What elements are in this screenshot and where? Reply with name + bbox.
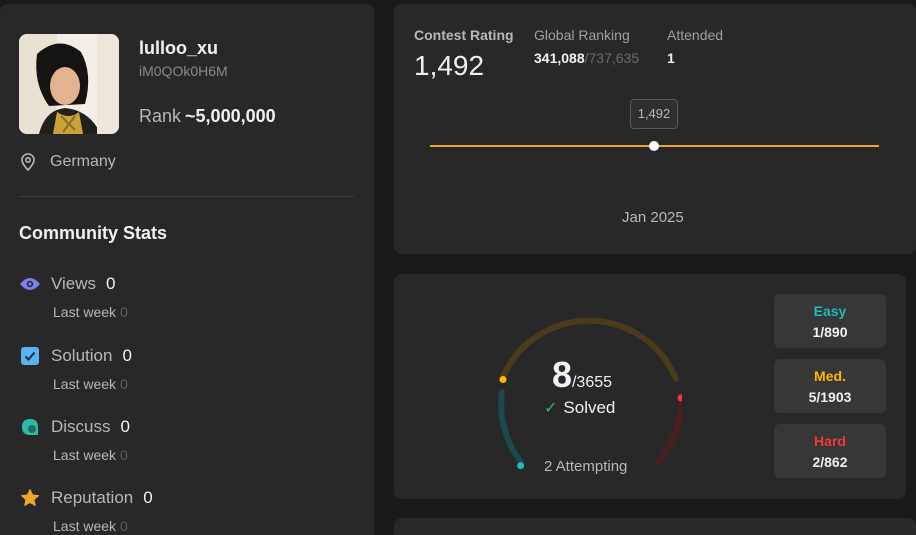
contest-rating-card: Contest Rating 1,492 Global Ranking 341,…	[394, 4, 916, 254]
solution-check-icon	[19, 345, 41, 367]
last-week-label: Last week	[53, 518, 117, 534]
stat-last-week: Last week 0	[53, 447, 130, 463]
difficulty-easy[interactable]: Easy 1/890	[774, 294, 886, 348]
rating-date-label: Jan 2025	[622, 209, 684, 226]
last-week-label: Last week	[53, 447, 117, 463]
difficulty-value: 5/1903	[808, 389, 852, 405]
stat-last-week: Last week 0	[53, 304, 128, 320]
username: lulloo_xu	[139, 38, 219, 58]
hard-arc	[653, 393, 682, 467]
solved-progress-ring[interactable]	[482, 296, 682, 496]
community-stats-title: Community Stats	[19, 223, 168, 243]
avatar-photo	[19, 34, 119, 134]
profile-card: lulloo_xu iM0QOk0H6M Rank ~5,000,000 Germ…	[0, 4, 374, 535]
location: Germany	[20, 153, 116, 171]
stat-value: 0	[122, 346, 132, 365]
stat-last-week: Last week 0	[53, 376, 132, 392]
global-ranking-value: 341,088/737,635	[534, 50, 639, 66]
rank: Rank ~5,000,000	[139, 106, 276, 127]
rating-point[interactable]	[649, 141, 659, 151]
global-rank: 341,088	[534, 50, 585, 66]
stat-views: Views 0 Last week 0	[19, 272, 128, 320]
location-pin-icon	[21, 153, 35, 171]
difficulty-value: 2/862	[812, 454, 848, 470]
avatar[interactable]	[19, 34, 119, 134]
last-week-value: 0	[120, 518, 128, 534]
difficulty-value: 1/890	[812, 324, 848, 340]
easy-arc	[498, 389, 524, 465]
solved-label: ✓ Solved	[544, 398, 615, 418]
stat-label: Views	[51, 274, 97, 293]
hard-progress-dot	[677, 394, 682, 402]
attended-value: 1	[667, 50, 675, 66]
discuss-bubble-icon	[19, 416, 41, 438]
next-card	[394, 518, 916, 535]
attended-label: Attended	[667, 27, 724, 43]
easy-progress-dot	[517, 462, 525, 470]
global-ranking-label: Global Ranking	[534, 27, 630, 43]
stat-label: Discuss	[51, 417, 111, 436]
stat-label: Solution	[51, 346, 113, 365]
difficulty-hard[interactable]: Hard 2/862	[774, 424, 886, 478]
last-week-label: Last week	[53, 376, 117, 392]
global-total: /737,635	[584, 50, 640, 66]
difficulty-label: Med.	[814, 368, 846, 384]
last-week-value: 0	[120, 304, 128, 320]
rank-label: Rank	[139, 106, 182, 126]
star-icon	[19, 487, 41, 509]
rank-value: ~5,000,000	[185, 106, 276, 126]
stat-value: 0	[106, 274, 116, 293]
last-week-value: 0	[120, 447, 128, 463]
medium-progress-dot	[499, 376, 507, 383]
stat-value: 0	[120, 417, 130, 436]
divider	[19, 196, 354, 197]
last-week-label: Last week	[53, 304, 117, 320]
stat-label: Reputation	[51, 488, 134, 507]
solved-text: Solved	[563, 398, 616, 417]
stat-solution: Solution 0 Last week 0	[19, 344, 132, 392]
stat-discuss: Discuss 0 Last week 0	[19, 415, 130, 463]
difficulty-medium[interactable]: Med. 5/1903	[774, 359, 886, 413]
solved-problems-card: 8/3655 ✓ Solved 2 Attempting Easy 1/890 …	[394, 274, 906, 499]
difficulty-label: Hard	[814, 433, 846, 449]
contest-rating-value: 1,492	[414, 50, 485, 81]
stat-last-week: Last week 0	[53, 518, 153, 534]
user-id: iM0QOk0H6M	[139, 63, 228, 79]
eye-icon	[19, 273, 41, 295]
contest-rating-label: Contest Rating	[414, 27, 514, 43]
attempting-count: 2 Attempting	[544, 458, 628, 475]
last-week-value: 0	[120, 376, 128, 392]
medium-arc	[499, 317, 679, 382]
stat-value: 0	[143, 488, 153, 507]
difficulty-label: Easy	[813, 303, 847, 319]
stat-reputation: Reputation 0 Last week 0	[19, 486, 153, 534]
rating-tooltip: 1,492	[630, 99, 678, 129]
check-icon: ✓	[544, 400, 558, 417]
location-text: Germany	[50, 153, 116, 170]
